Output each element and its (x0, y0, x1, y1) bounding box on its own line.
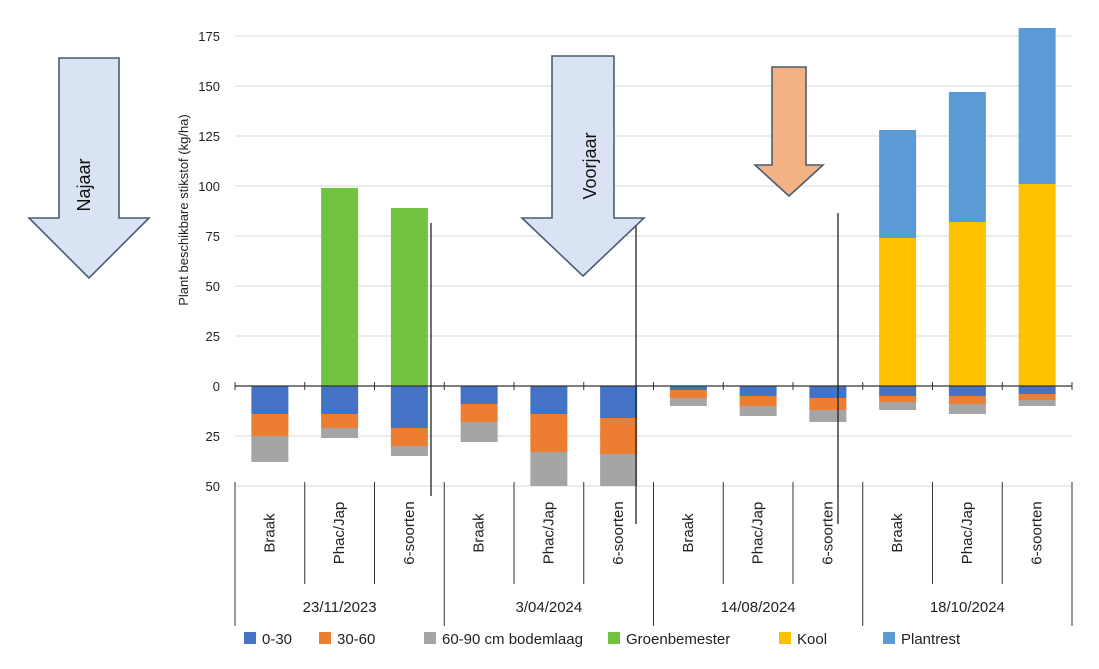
category-label: Braak (471, 513, 488, 553)
bar-segment (1018, 184, 1056, 386)
bar-segment (321, 188, 359, 386)
legend-label[interactable]: Groenbemester (626, 631, 730, 648)
bar-segment (390, 428, 428, 446)
bar-segment (390, 386, 428, 428)
bar-segment (600, 454, 638, 486)
category-label: 6-soorten (401, 501, 418, 564)
bar-segment (669, 386, 707, 390)
autumn-arrow (27, 57, 151, 280)
y-tick-label: 150 (198, 79, 220, 94)
spring-arrow (519, 55, 647, 278)
axes: 175 150 125 100 75 50 25 0 25 50 Braak Phac/Jap 6-so… (176, 29, 1073, 626)
season-label: Voorjaar (580, 132, 600, 199)
bar-segment (948, 386, 986, 396)
category-label: Phac/Jap (959, 502, 976, 565)
bar-segment (879, 396, 917, 402)
bar-segment (321, 414, 359, 428)
bar-segment (879, 402, 917, 410)
bar-segment (669, 390, 707, 398)
bar-segment (390, 446, 428, 456)
category-label: Braak (889, 513, 906, 553)
bar-segment (321, 386, 359, 414)
bar-segment (460, 386, 498, 404)
bar-segment (1018, 28, 1056, 184)
bar-segment (251, 436, 289, 462)
bar-segment (530, 414, 568, 452)
bar-segment (948, 396, 986, 404)
group-label: 18/10/2024 (930, 599, 1005, 616)
orange-arrow (752, 66, 826, 198)
annotations: Najaar Voorjaar (27, 55, 839, 524)
bar-segment (809, 386, 847, 398)
bar-segment (948, 404, 986, 414)
bar-segment (251, 386, 289, 414)
group-label: 3/04/2024 (516, 599, 583, 616)
legend-label[interactable]: 30-60 (337, 631, 375, 648)
gridlines (235, 35, 1072, 487)
bar-segment (530, 452, 568, 486)
category-label: Phac/Jap (540, 502, 557, 565)
bar-segment (809, 398, 847, 410)
y-tick-label: 50 (206, 479, 220, 494)
bar-segment (948, 222, 986, 386)
legend-swatch (424, 632, 436, 644)
legend-swatch (779, 632, 791, 644)
legend-swatch (319, 632, 331, 644)
bar-segment (809, 410, 847, 422)
y-axis-title: Plant beschikbare stikstof (kg/ha) (176, 114, 191, 305)
category-label: 6-soorten (819, 501, 836, 564)
y-tick-label: 25 (206, 329, 220, 344)
bar-segment (600, 386, 638, 418)
bar-segment (460, 422, 498, 442)
category-label: Phac/Jap (750, 502, 767, 565)
category-label: 6-soorten (1029, 501, 1046, 564)
bar-segment (948, 92, 986, 222)
legend-swatch (244, 632, 256, 644)
bar-segment (1018, 394, 1056, 400)
season-label: Najaar (74, 158, 94, 211)
y-tick-label: 0 (213, 379, 220, 394)
bar-segment (251, 414, 289, 436)
category-label: Phac/Jap (331, 502, 348, 565)
legend-label[interactable]: 60-90 cm bodemlaag (442, 631, 583, 648)
bar-segment (1018, 386, 1056, 394)
legend[interactable]: 0-30 30-60 60-90 cm bodemlaag Groenbemester… (244, 631, 961, 648)
legend-swatch (608, 632, 620, 644)
legend-label[interactable]: Kool (797, 631, 827, 648)
legend-swatch (883, 632, 895, 644)
y-tick-label: 125 (198, 129, 220, 144)
y-tick-label: 100 (198, 179, 220, 194)
bar-segment (460, 404, 498, 422)
y-tick-label: 50 (206, 279, 220, 294)
category-label: Braak (680, 513, 697, 553)
group-label: 23/11/2023 (303, 599, 377, 616)
y-tick-label: 75 (206, 229, 220, 244)
bar-segment (879, 238, 917, 386)
bar-segment (739, 396, 777, 406)
category-label: Braak (261, 513, 278, 553)
bars (251, 28, 1056, 486)
bar-segment (390, 208, 428, 386)
bar-segment (739, 386, 777, 396)
legend-label[interactable]: Plantrest (901, 631, 961, 648)
bar-segment (879, 386, 917, 396)
group-label: 14/08/2024 (721, 599, 796, 616)
bar-segment (600, 418, 638, 454)
legend-label[interactable]: 0-30 (262, 631, 292, 648)
bar-segment (669, 398, 707, 406)
bar-segment (1018, 400, 1056, 406)
y-tick-label: 25 (206, 429, 220, 444)
bar-segment (321, 428, 359, 438)
bar-segment (530, 386, 568, 414)
y-tick-label: 175 (198, 29, 220, 44)
bar-segment (879, 130, 917, 238)
bar-segment (739, 406, 777, 416)
category-label: 6-soorten (610, 501, 627, 564)
